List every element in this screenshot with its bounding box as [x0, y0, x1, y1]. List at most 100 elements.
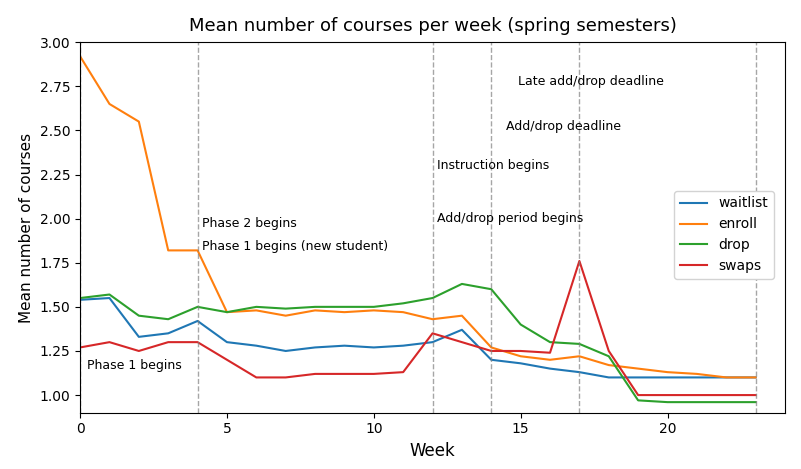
swaps: [662, 392, 672, 398]
waitlist: [163, 331, 173, 336]
drop: [193, 304, 203, 310]
waitlist: [369, 345, 379, 350]
enroll: [281, 313, 291, 318]
Text: Phase 1 begins (new student): Phase 1 begins (new student): [202, 241, 388, 253]
drop: [604, 354, 614, 359]
waitlist: [486, 357, 496, 363]
waitlist: [574, 369, 584, 375]
drop: [634, 398, 643, 403]
waitlist: [545, 366, 555, 371]
enroll: [751, 375, 760, 380]
waitlist: [281, 348, 291, 354]
swaps: [134, 348, 143, 354]
Text: Add/drop deadline: Add/drop deadline: [506, 121, 621, 133]
swaps: [340, 371, 349, 377]
drop: [252, 304, 261, 310]
swaps: [574, 258, 584, 264]
enroll: [369, 308, 379, 313]
waitlist: [722, 375, 731, 380]
drop: [692, 399, 702, 405]
X-axis label: Week: Week: [409, 442, 456, 460]
waitlist: [604, 375, 614, 380]
enroll: [722, 375, 731, 380]
enroll: [604, 362, 614, 368]
swaps: [398, 369, 408, 375]
enroll: [574, 354, 584, 359]
drop: [222, 310, 231, 315]
waitlist: [662, 375, 672, 380]
enroll: [163, 248, 173, 253]
swaps: [252, 375, 261, 380]
drop: [105, 292, 115, 297]
drop: [163, 317, 173, 322]
enroll: [634, 366, 643, 371]
waitlist: [751, 375, 760, 380]
Title: Mean number of courses per week (spring semesters): Mean number of courses per week (spring …: [188, 17, 677, 35]
enroll: [457, 313, 467, 318]
drop: [134, 313, 143, 318]
enroll: [516, 354, 525, 359]
waitlist: [692, 375, 702, 380]
waitlist: [340, 343, 349, 348]
drop: [486, 287, 496, 292]
enroll: [398, 310, 408, 315]
swaps: [486, 348, 496, 354]
swaps: [545, 350, 555, 356]
swaps: [222, 357, 231, 363]
swaps: [105, 340, 115, 345]
enroll: [486, 345, 496, 350]
swaps: [369, 371, 379, 377]
drop: [545, 340, 555, 345]
Y-axis label: Mean number of courses: Mean number of courses: [19, 132, 34, 323]
Line: waitlist: waitlist: [80, 298, 755, 378]
swaps: [310, 371, 320, 377]
enroll: [662, 369, 672, 375]
drop: [428, 295, 437, 301]
Text: Phase 2 begins: Phase 2 begins: [202, 218, 296, 230]
drop: [310, 304, 320, 310]
swaps: [692, 392, 702, 398]
swaps: [722, 392, 731, 398]
Line: drop: drop: [80, 284, 755, 402]
swaps: [457, 340, 467, 345]
drop: [281, 306, 291, 311]
drop: [457, 281, 467, 287]
waitlist: [105, 295, 115, 301]
swaps: [516, 348, 525, 354]
enroll: [252, 308, 261, 313]
enroll: [105, 101, 115, 107]
waitlist: [634, 375, 643, 380]
drop: [398, 301, 408, 306]
enroll: [134, 119, 143, 124]
drop: [751, 399, 760, 405]
enroll: [193, 248, 203, 253]
swaps: [428, 331, 437, 336]
drop: [369, 304, 379, 310]
swaps: [634, 392, 643, 398]
waitlist: [457, 327, 467, 333]
Text: Instruction begins: Instruction begins: [437, 159, 549, 172]
drop: [722, 399, 731, 405]
Legend: waitlist, enroll, drop, swaps: waitlist, enroll, drop, swaps: [674, 191, 774, 279]
swaps: [75, 345, 85, 350]
Text: Late add/drop deadline: Late add/drop deadline: [517, 75, 663, 88]
swaps: [751, 392, 760, 398]
enroll: [310, 308, 320, 313]
waitlist: [193, 318, 203, 324]
enroll: [222, 310, 231, 315]
enroll: [428, 317, 437, 322]
drop: [574, 341, 584, 347]
swaps: [281, 375, 291, 380]
waitlist: [398, 343, 408, 348]
waitlist: [310, 345, 320, 350]
drop: [75, 295, 85, 301]
swaps: [193, 340, 203, 345]
waitlist: [75, 297, 85, 303]
enroll: [75, 53, 85, 59]
Text: Phase 1 begins: Phase 1 begins: [87, 359, 182, 371]
drop: [340, 304, 349, 310]
Text: Add/drop period begins: Add/drop period begins: [437, 212, 583, 225]
drop: [516, 322, 525, 327]
waitlist: [134, 334, 143, 340]
enroll: [692, 371, 702, 377]
